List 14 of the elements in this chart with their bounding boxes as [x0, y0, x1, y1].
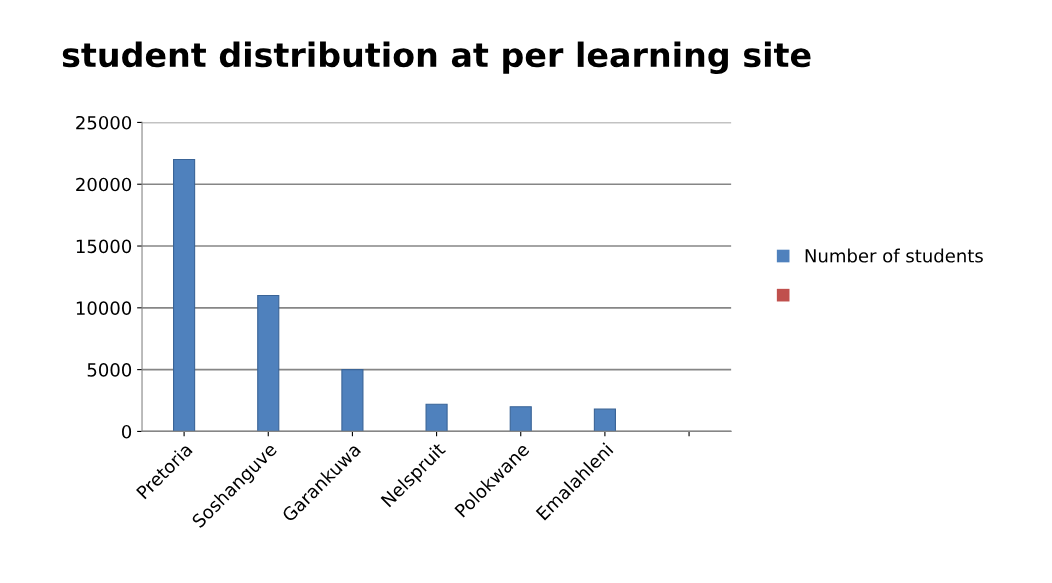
- y-tick-label: 15000: [76, 239, 132, 254]
- y-tick-label: 20000: [76, 177, 132, 192]
- legend-label: Number of students: [805, 248, 983, 263]
- bar: [509, 406, 532, 432]
- y-tick-label: 10000: [76, 301, 132, 315]
- chart-title: student distribution at per learning site: [62, 41, 811, 75]
- bar: [425, 403, 448, 432]
- bar: [257, 294, 280, 432]
- y-tick-label: 25000: [76, 115, 132, 130]
- y-tick-label: 5000: [87, 363, 132, 377]
- y-tick-label: 0: [122, 424, 132, 439]
- bar: [173, 158, 196, 432]
- bar: [593, 408, 616, 432]
- bar: [341, 369, 364, 432]
